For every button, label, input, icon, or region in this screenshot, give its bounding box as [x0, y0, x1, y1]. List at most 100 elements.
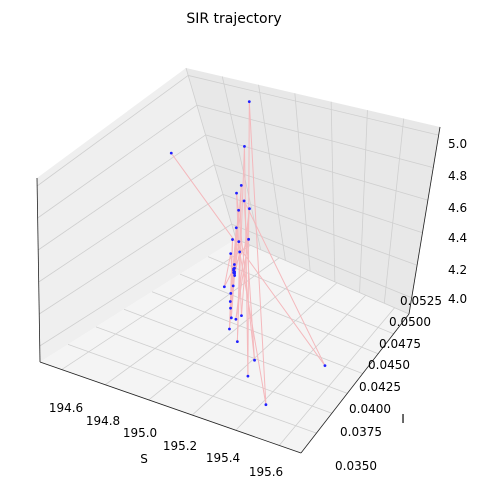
- data-point: [228, 300, 232, 303]
- axis-edge: [36, 177, 41, 363]
- y-tick-label: 0.0425: [359, 380, 401, 394]
- trajectory-segment: [230, 185, 242, 318]
- z-tick-label: 4.8: [448, 169, 467, 183]
- trajectory-segment: [243, 200, 326, 366]
- y-tick-label: 0.0500: [389, 315, 431, 329]
- axis-edge: [39, 361, 302, 454]
- data-point: [247, 100, 251, 104]
- x-grid-floor: [278, 307, 395, 446]
- data-point: [234, 317, 238, 321]
- y-grid-floor: [67, 344, 317, 434]
- axis-edge: [408, 126, 441, 315]
- data-point: [228, 327, 231, 331]
- data-point: [264, 403, 268, 407]
- y-grid-floor: [95, 326, 332, 414]
- data-point: [229, 252, 233, 256]
- y-tick-label: 0.0375: [340, 425, 382, 439]
- data-point: [229, 316, 233, 320]
- x-grid-floor: [61, 244, 251, 370]
- data-point: [229, 291, 233, 295]
- data-point: [169, 151, 173, 155]
- trajectory-segment: [243, 146, 249, 377]
- data-point: [229, 306, 232, 310]
- data-point: [237, 240, 241, 244]
- x-grid-floor: [148, 269, 309, 401]
- data-point: [233, 274, 237, 277]
- y-tick-label: 0.0475: [379, 337, 421, 351]
- axis-edge: [300, 313, 410, 454]
- z-tick-label: 4.4: [448, 231, 467, 245]
- z-grid-left: [37, 134, 206, 251]
- y-tick-label: 0.0350: [335, 459, 377, 473]
- data-point: [248, 207, 251, 211]
- trajectory-points: [169, 100, 327, 407]
- data-point: [234, 226, 238, 230]
- data-point: [237, 208, 241, 212]
- chart-title: SIR trajectory: [186, 11, 281, 27]
- trajectory-segment: [236, 146, 245, 342]
- y-grid-wall: [185, 67, 237, 240]
- axes-panes: [37, 68, 440, 453]
- data-point: [239, 183, 243, 187]
- x-tick-label: 195.2: [163, 439, 197, 453]
- z-tick-label: 4.2: [448, 263, 467, 277]
- z-grid-left: [39, 223, 232, 347]
- x-tick-label: 194.8: [86, 414, 120, 428]
- data-point: [233, 271, 236, 275]
- data-point: [231, 284, 235, 288]
- data-point: [232, 267, 235, 271]
- x-tick-label: 195.4: [206, 451, 240, 465]
- data-point: [247, 237, 251, 241]
- data-point: [323, 364, 327, 368]
- data-point: [222, 285, 226, 289]
- data-point: [243, 144, 246, 148]
- z-grid-back: [205, 134, 428, 201]
- y-grid-wall: [330, 101, 336, 282]
- y-tick-label: 0.0450: [368, 358, 410, 372]
- floor-pane: [40, 239, 409, 453]
- data-point: [240, 314, 243, 318]
- data-point: [238, 250, 242, 254]
- y-tick-label: 0.0400: [349, 402, 391, 416]
- z-tick-label: 4.6: [448, 201, 467, 215]
- trajectory-segment: [236, 193, 256, 361]
- x-grid-floor: [235, 294, 367, 431]
- y-grid-floor: [235, 238, 410, 315]
- data-point: [232, 263, 236, 266]
- z-tick-label: 4.0: [448, 292, 467, 306]
- data-point: [231, 238, 234, 241]
- y-grid-wall: [383, 118, 405, 304]
- x-tick-label: 194.6: [49, 401, 83, 415]
- z-grid-left: [37, 104, 198, 219]
- y-axis-label: I: [401, 412, 405, 426]
- trajectory-segment: [230, 239, 234, 309]
- y-grid-floor: [151, 291, 363, 374]
- y-grid-floor: [123, 308, 348, 394]
- z-grid-back: [188, 75, 439, 136]
- x-tick-label: 195.0: [123, 426, 157, 440]
- y-tick-label: 0.0525: [400, 294, 442, 308]
- y-grid-floor: [179, 273, 379, 355]
- y-grid-wall: [294, 93, 311, 272]
- z-grid-left: [38, 164, 215, 283]
- x-tick-label: 195.6: [249, 465, 283, 479]
- left-wall-pane: [37, 68, 236, 362]
- x-grid-floor: [191, 282, 338, 416]
- data-point: [246, 374, 250, 378]
- data-point: [235, 340, 239, 344]
- trajectory-segment: [248, 101, 267, 405]
- data-point: [235, 191, 238, 195]
- z-grid-left: [36, 75, 189, 187]
- x-grid-floor: [105, 257, 280, 386]
- z-tick-label: 5.0: [448, 137, 467, 151]
- y-grid-wall: [258, 84, 286, 261]
- data-point: [253, 358, 256, 362]
- z-grid-left: [38, 194, 224, 315]
- z-grid-back: [196, 104, 434, 169]
- data-point: [242, 199, 246, 203]
- trajectory-segment: [223, 239, 250, 287]
- x-axis-label: S: [140, 452, 148, 466]
- trajectory-segment: [223, 253, 232, 287]
